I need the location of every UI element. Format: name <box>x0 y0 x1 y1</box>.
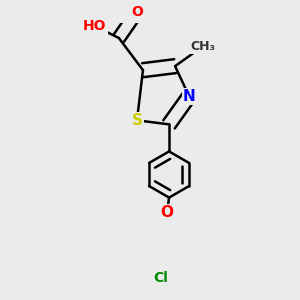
Text: Cl: Cl <box>154 271 169 285</box>
Text: HO: HO <box>83 19 106 33</box>
Text: O: O <box>131 5 143 19</box>
Text: S: S <box>131 113 142 128</box>
Text: O: O <box>160 205 174 220</box>
Text: CH₃: CH₃ <box>191 40 216 52</box>
Text: N: N <box>183 89 196 104</box>
